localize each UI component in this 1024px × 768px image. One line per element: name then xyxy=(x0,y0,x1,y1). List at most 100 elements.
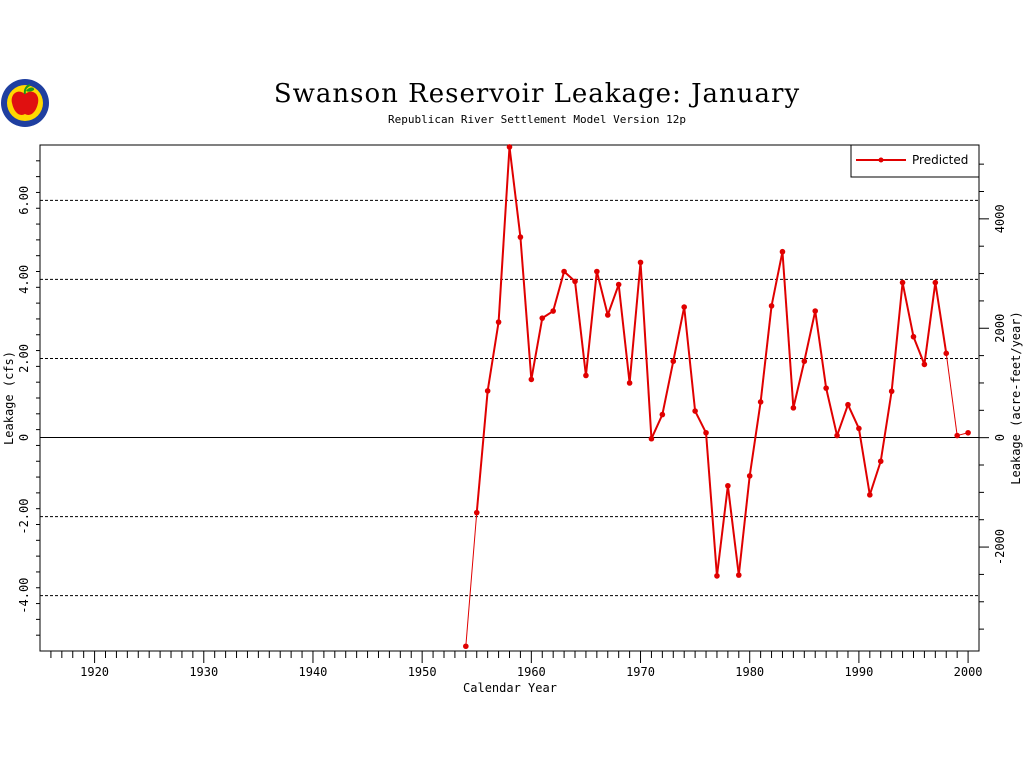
y2-tick-label: -2000 xyxy=(993,529,1007,565)
data-point xyxy=(594,268,600,275)
series-segment xyxy=(486,321,500,392)
data-point xyxy=(834,432,840,439)
series-segment xyxy=(759,305,773,403)
series-segment xyxy=(737,475,751,576)
chart-subtitle: Republican River Settlement Model Versio… xyxy=(388,113,686,126)
x-tick-label: 1930 xyxy=(189,665,218,679)
series-segment xyxy=(781,251,795,408)
data-point xyxy=(550,308,556,314)
data-point xyxy=(681,304,687,310)
data-point xyxy=(921,361,928,368)
data-point xyxy=(899,279,906,286)
data-point xyxy=(604,312,611,318)
x-axis-label: Calendar Year xyxy=(463,681,557,695)
data-point xyxy=(692,408,698,414)
series-segment xyxy=(508,146,522,238)
chart-title: Swanson Reservoir Leakage: January xyxy=(274,79,800,109)
data-point xyxy=(856,425,862,432)
y2-tick-label: 4000 xyxy=(993,204,1007,233)
y-tick-label: 2.00 xyxy=(17,344,31,373)
data-point xyxy=(845,401,851,408)
series-predicted xyxy=(463,144,971,650)
x-tick-label: 1940 xyxy=(299,665,328,679)
data-point xyxy=(812,308,819,314)
series-segment xyxy=(650,414,664,440)
y-tick-label: 4.00 xyxy=(17,265,31,294)
x-tick-label: 2000 xyxy=(954,665,983,679)
series-segment xyxy=(945,353,958,436)
y2-tick-label: 2000 xyxy=(993,314,1007,343)
series-segment xyxy=(595,271,609,316)
data-point xyxy=(867,492,873,498)
series-segment xyxy=(879,391,893,462)
y-axis-label-left: Leakage (cfs) xyxy=(2,351,16,445)
data-point xyxy=(572,278,578,285)
data-point xyxy=(528,376,535,383)
y-tick-label: 0 xyxy=(17,434,31,441)
data-point xyxy=(877,458,884,465)
plot-frame xyxy=(39,144,980,652)
series-segment xyxy=(628,262,642,384)
y-axis-label-right: Leakage (acre-feet/year) xyxy=(1009,311,1023,484)
series-segment xyxy=(868,460,882,496)
y-tick-label: -4.00 xyxy=(17,578,31,614)
apple-logo-seal xyxy=(1,79,49,127)
data-point xyxy=(965,429,971,436)
x-tick-label: 1970 xyxy=(626,665,655,679)
y-tick-label: 6.00 xyxy=(17,186,31,215)
series-segment xyxy=(465,512,478,647)
series-segment xyxy=(803,310,817,362)
series-segment xyxy=(792,361,806,409)
x-tick-label: 1920 xyxy=(80,665,109,679)
x-tick-label: 1960 xyxy=(517,665,546,679)
data-point xyxy=(779,248,786,255)
x-axis: 1920 1930 1940 1950 1960 1970 1980 1990 2000 xyxy=(50,651,983,679)
series-segment xyxy=(530,317,544,380)
data-point xyxy=(615,281,622,288)
y-axis-right: -2000 0 2000 4000 xyxy=(979,163,1007,630)
data-point xyxy=(539,315,546,321)
series-segment xyxy=(726,485,740,576)
series-segment xyxy=(715,485,729,577)
y2-tick-label: 0 xyxy=(993,434,1007,441)
data-point xyxy=(768,303,775,309)
data-point xyxy=(725,482,731,489)
data-point xyxy=(954,432,960,439)
series-segment xyxy=(847,404,860,429)
legend: Predicted xyxy=(850,144,980,178)
series-segment xyxy=(661,361,675,415)
legend-label-predicted: Predicted xyxy=(912,153,968,167)
data-point xyxy=(473,509,480,516)
series-segment xyxy=(836,404,849,436)
data-point xyxy=(790,405,797,411)
data-point xyxy=(910,333,917,340)
series-segment xyxy=(912,336,926,365)
data-point xyxy=(659,411,666,418)
series-segment xyxy=(552,271,566,312)
y-axis-left: -4.00 -2.00 0 2.00 4.00 6.00 xyxy=(17,160,40,636)
data-point xyxy=(648,435,655,442)
series-segment xyxy=(617,284,631,384)
series-segment xyxy=(825,387,839,436)
data-point xyxy=(463,643,469,650)
series-segment xyxy=(814,310,828,389)
data-point xyxy=(888,388,895,395)
grid-lines xyxy=(40,199,979,597)
series-segment xyxy=(694,410,707,434)
series-segment xyxy=(606,284,620,316)
series-segment xyxy=(475,390,489,513)
data-point xyxy=(484,388,491,394)
x-tick-label: 1980 xyxy=(735,665,764,679)
data-point xyxy=(757,399,764,405)
series-segment xyxy=(705,432,718,576)
y-tick-label: -2.00 xyxy=(17,499,31,535)
series-segment xyxy=(748,401,762,477)
data-point xyxy=(626,380,633,386)
series-segment xyxy=(574,281,587,376)
series-segment xyxy=(519,237,533,380)
series-segment xyxy=(683,306,697,412)
series-segment xyxy=(672,306,686,362)
series-segment xyxy=(934,282,948,354)
x-tick-label: 1950 xyxy=(408,665,437,679)
